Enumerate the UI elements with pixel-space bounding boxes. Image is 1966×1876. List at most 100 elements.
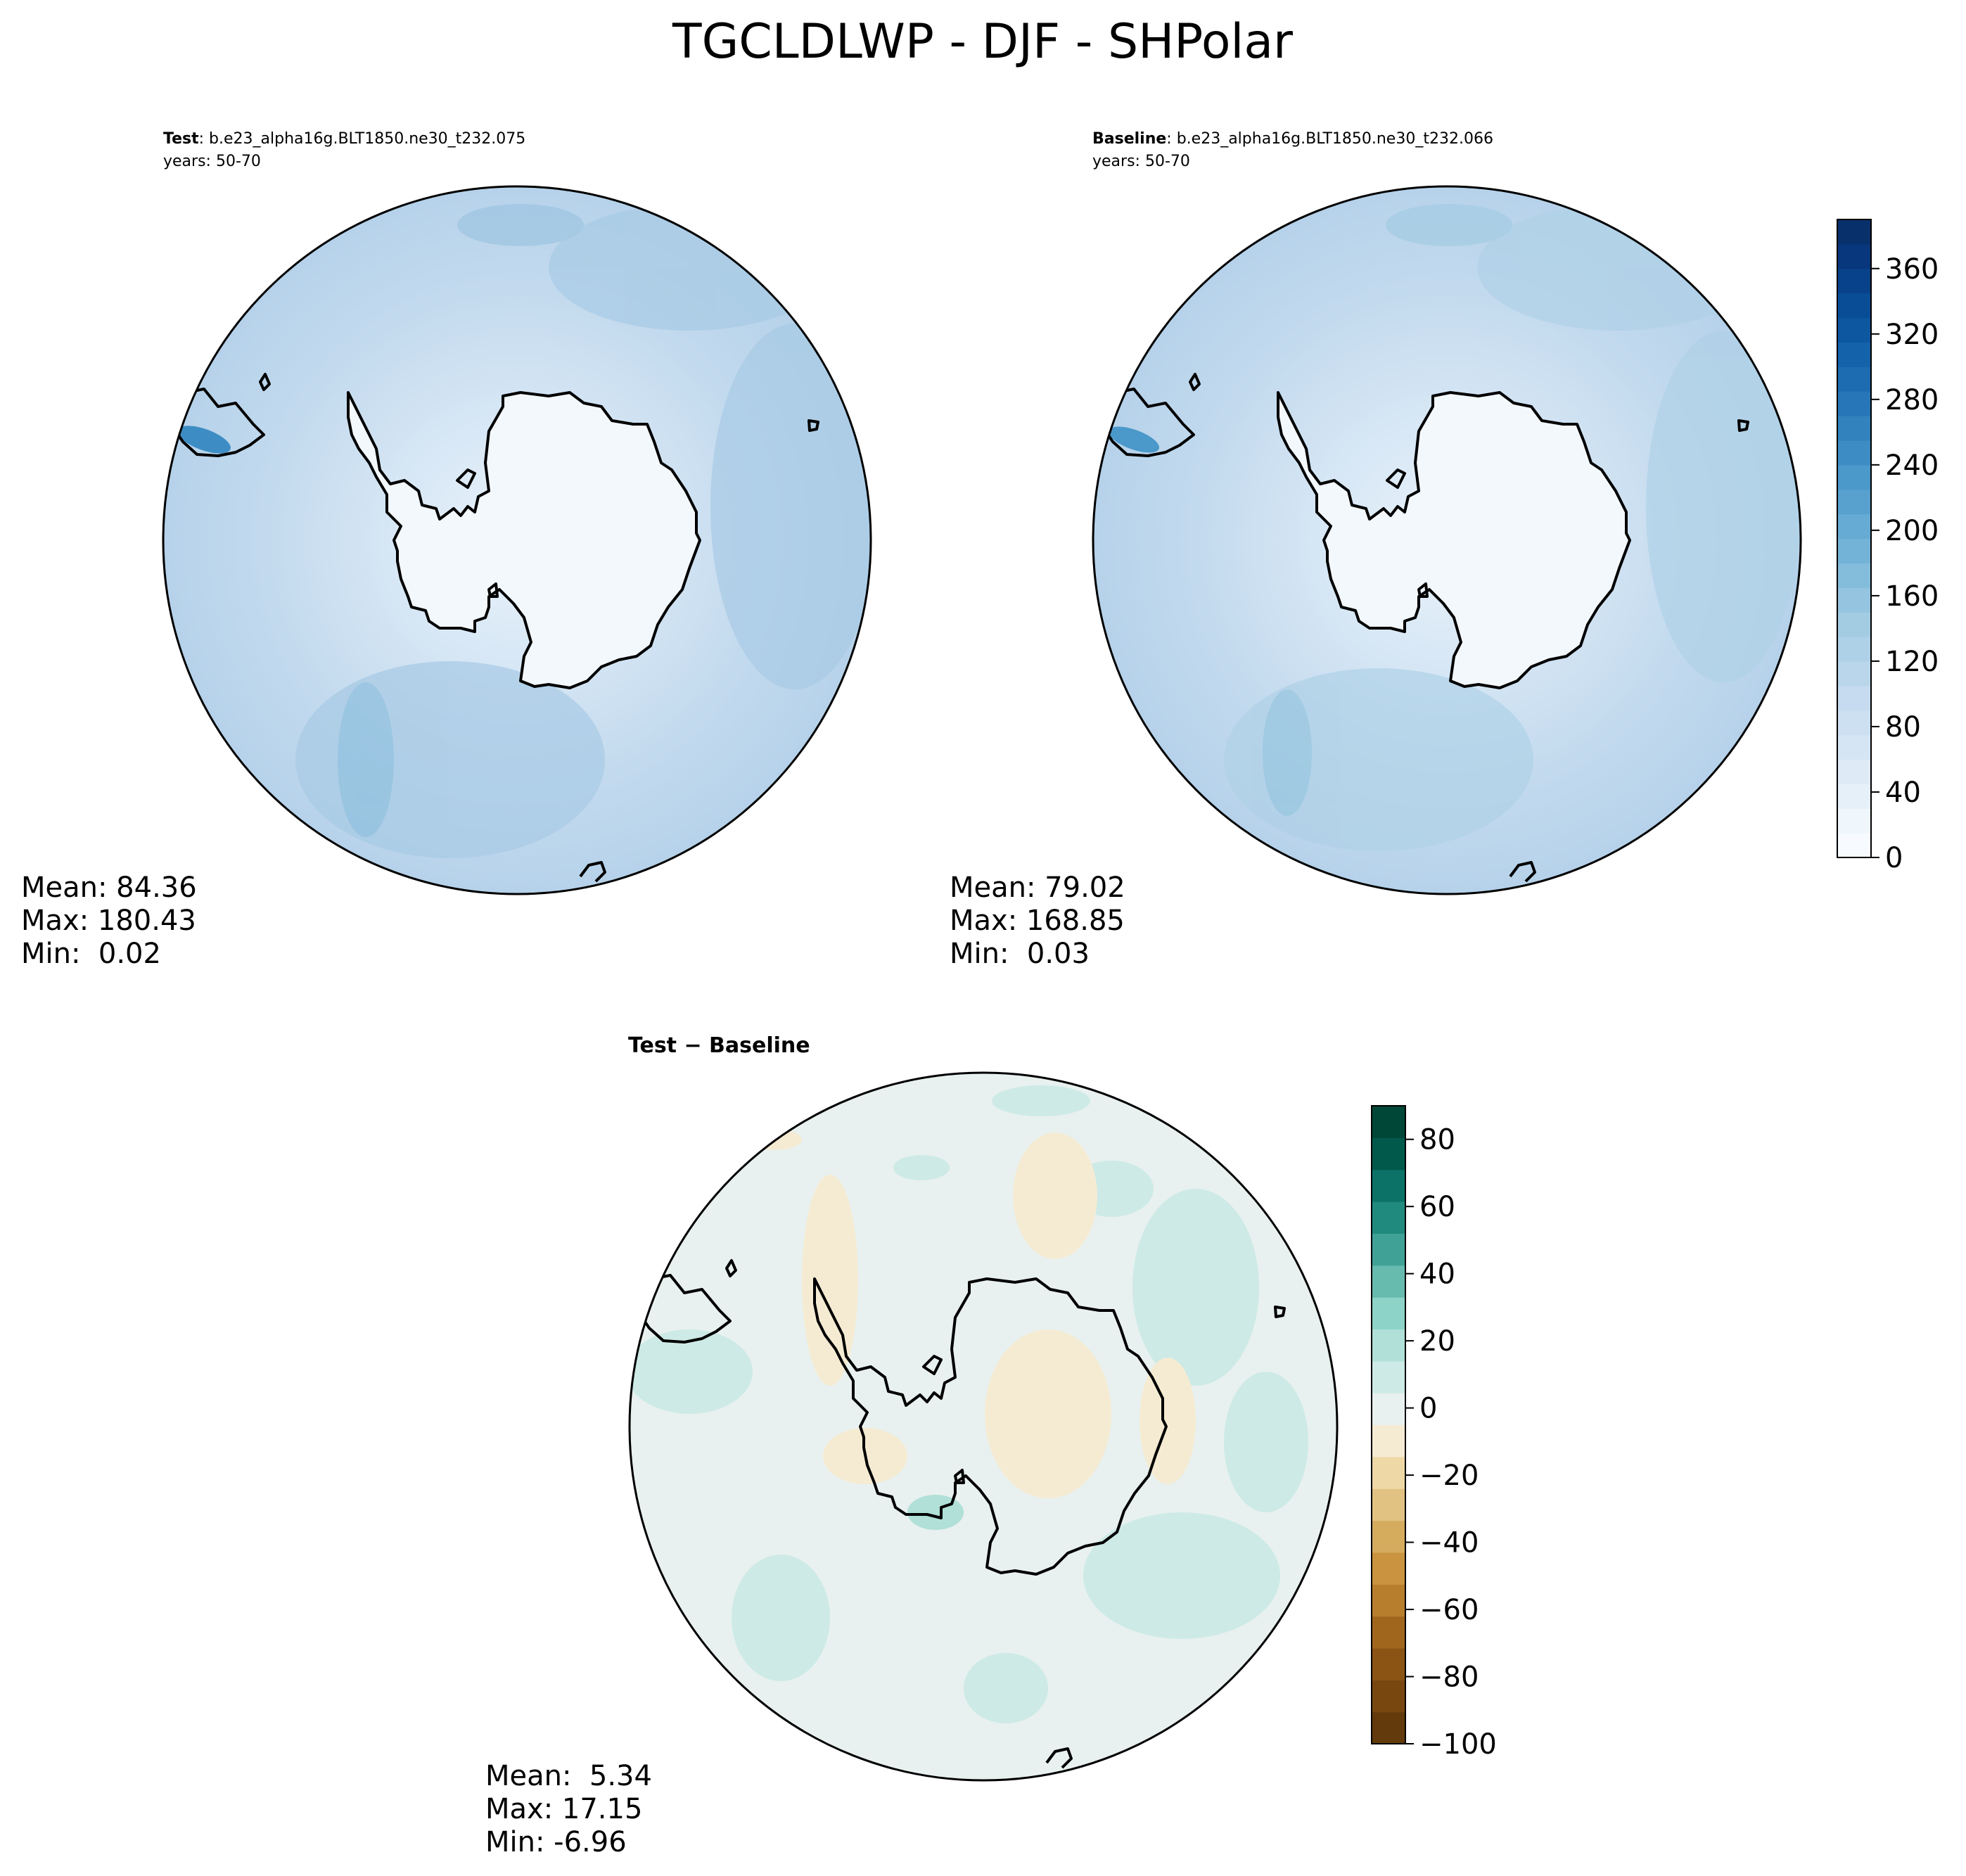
panel-test-years: years: 50-70	[163, 153, 261, 170]
panel-test-label-case: : b.e23_alpha16g.BLT1850.ne30_t232.075	[199, 130, 526, 148]
colorbar-main-swatch	[1837, 317, 1871, 343]
map-baseline-hotspot	[1108, 426, 1160, 453]
colorbar-main-swatch	[1837, 391, 1871, 416]
map-test-land-fill	[348, 393, 700, 688]
colorbar-diff-tick-label: 40	[1419, 1258, 1455, 1291]
colorbar-main-swatch	[1837, 833, 1871, 858]
map-baseline-land-fill	[1278, 393, 1630, 688]
colorbar-diff-swatch	[1372, 1584, 1405, 1617]
colorbar-main-swatch	[1837, 219, 1871, 245]
colorbar-diff-swatch	[1372, 1424, 1405, 1457]
map-test-ocean-patches	[295, 204, 871, 858]
panel-baseline-years: years: 50-70	[1092, 153, 1190, 170]
colorbar-main-tick-label: 0	[1885, 842, 1903, 874]
panel-test-min: Min: 0.02	[21, 938, 161, 970]
colorbar-diff-swatch	[1372, 1393, 1405, 1426]
colorbar-main-swatch	[1837, 759, 1871, 784]
colorbar-diff-swatch	[1372, 1137, 1405, 1170]
colorbar-main-swatch	[1837, 563, 1871, 588]
map-diff-boundary	[628, 1071, 1339, 1782]
colorbar-main-swatch	[1837, 268, 1871, 294]
colorbar-main-tick-label: 360	[1885, 253, 1939, 286]
colorbar-diff-swatch	[1372, 1360, 1405, 1393]
panel-diff: Test − Baseline	[485, 1033, 1339, 1858]
colorbar-main-tick-label: 80	[1885, 711, 1921, 744]
panel-diff-label: Test − Baseline	[628, 1033, 810, 1058]
colorbar-main-swatch	[1837, 489, 1871, 515]
panel-baseline-max: Max: 168.85	[950, 905, 1125, 937]
colorbar-diff-tick-label: 60	[1419, 1191, 1455, 1223]
colorbar-main-swatch	[1837, 243, 1871, 269]
colorbar-diff-swatch	[1372, 1265, 1405, 1298]
colorbar-diff-swatch	[1372, 1297, 1405, 1330]
colorbar-main-swatch	[1837, 661, 1871, 687]
panel-test-label: Test: b.e23_alpha16g.BLT1850.ne30_t232.0…	[163, 130, 525, 148]
colorbar-diff-tick-label: −100	[1419, 1728, 1497, 1761]
panel-diff-mean: Mean: 5.34	[485, 1760, 652, 1792]
colorbar-diff-swatch	[1372, 1616, 1405, 1649]
panel-diff-min: Min: -6.96	[485, 1826, 627, 1858]
colorbar-main-swatch	[1837, 587, 1871, 613]
map-test	[163, 186, 871, 894]
map-baseline-boundary	[1092, 185, 1802, 895]
colorbar-diff-tick-label: −40	[1419, 1527, 1479, 1559]
colorbar-main-tick-label: 160	[1885, 580, 1939, 613]
map-diff	[630, 1073, 1337, 1780]
colorbar-diff-swatch	[1372, 1169, 1405, 1202]
colorbar-main-swatch	[1837, 734, 1871, 760]
panel-baseline-mean: Mean: 79.02	[950, 872, 1125, 904]
panel-test-label-bold: Test	[163, 130, 199, 148]
colorbar-diff-tick-label: 0	[1419, 1393, 1437, 1425]
figure-title: TGCLDLWP - DJF - SHPolar	[672, 14, 1293, 70]
colorbar-diff-swatch	[1372, 1456, 1405, 1489]
panel-baseline-label: Baseline: b.e23_alpha16g.BLT1850.ne30_t2…	[1092, 130, 1493, 148]
colorbar-diff-frame	[1371, 1105, 1406, 1744]
colorbar-main-swatch	[1837, 440, 1871, 466]
colorbar-diff-tick-label: 80	[1419, 1124, 1455, 1156]
map-test-hotspot	[177, 426, 231, 454]
colorbar-main-tick-label: 40	[1885, 777, 1921, 809]
colorbar-diff-swatch	[1372, 1520, 1405, 1553]
colorbar-main-swatch	[1837, 416, 1871, 441]
colorbar-main-swatch	[1837, 685, 1871, 711]
colorbar-main-swatch	[1837, 637, 1871, 662]
panel-baseline-label-bold: Baseline	[1092, 130, 1166, 148]
colorbar-main-swatch	[1837, 538, 1871, 563]
colorbar-main-swatch	[1837, 342, 1871, 367]
panel-diff-max: Max: 17.15	[485, 1793, 642, 1825]
colorbar-diff-swatch	[1372, 1488, 1405, 1521]
colorbar-main-frame	[1837, 219, 1872, 858]
colorbar-diff-swatch	[1372, 1552, 1405, 1585]
map-baseline	[1093, 186, 1801, 894]
colorbar-main-swatch	[1837, 464, 1871, 490]
colorbar-main-swatch	[1837, 808, 1871, 834]
colorbar-diff-swatch	[1372, 1680, 1405, 1713]
map-test-boundary	[162, 185, 872, 895]
colorbar-diff-tick-label: −60	[1419, 1594, 1479, 1626]
panel-test-max: Max: 180.43	[21, 905, 196, 937]
colorbar-diff-tick-label: 20	[1419, 1325, 1455, 1358]
colorbar-main-swatch	[1837, 710, 1871, 736]
colorbar-diff-swatch	[1372, 1106, 1405, 1138]
panel-baseline: Baseline: b.e23_alpha16g.BLT1850.ne30_t2…	[950, 130, 1802, 970]
colorbar-main-swatch	[1837, 784, 1871, 809]
colorbar-diff-swatch	[1372, 1201, 1405, 1234]
colorbar-diff-swatch	[1372, 1711, 1405, 1744]
colorbar-main-swatch	[1837, 513, 1871, 540]
map-baseline-ocean-patches	[1224, 204, 1801, 851]
colorbar-main-swatch	[1837, 612, 1871, 637]
colorbar-main-tick-label: 200	[1885, 515, 1939, 547]
colorbar-main-swatch	[1837, 293, 1871, 319]
colorbar-main-swatch	[1837, 366, 1871, 392]
colorbar-diff-swatch	[1372, 1233, 1405, 1266]
colorbar-main: 0 40 80 120 160 200 240 280 320 360	[1837, 219, 1939, 874]
map-diff-negative-patches	[746, 1129, 1196, 1498]
panel-baseline-label-case: : b.e23_alpha16g.BLT1850.ne30_t232.066	[1166, 130, 1493, 148]
colorbar-main-tick-label: 240	[1885, 449, 1939, 482]
panel-baseline-min: Min: 0.03	[950, 938, 1090, 970]
colorbar-main-tick-label: 280	[1885, 384, 1939, 416]
colorbar-diff-swatch	[1372, 1647, 1405, 1680]
colorbar-diff: −100 −80 −60 −40 −20 0 20 40 60 80	[1371, 1105, 1497, 1761]
panel-test-mean: Mean: 84.36	[21, 872, 197, 904]
